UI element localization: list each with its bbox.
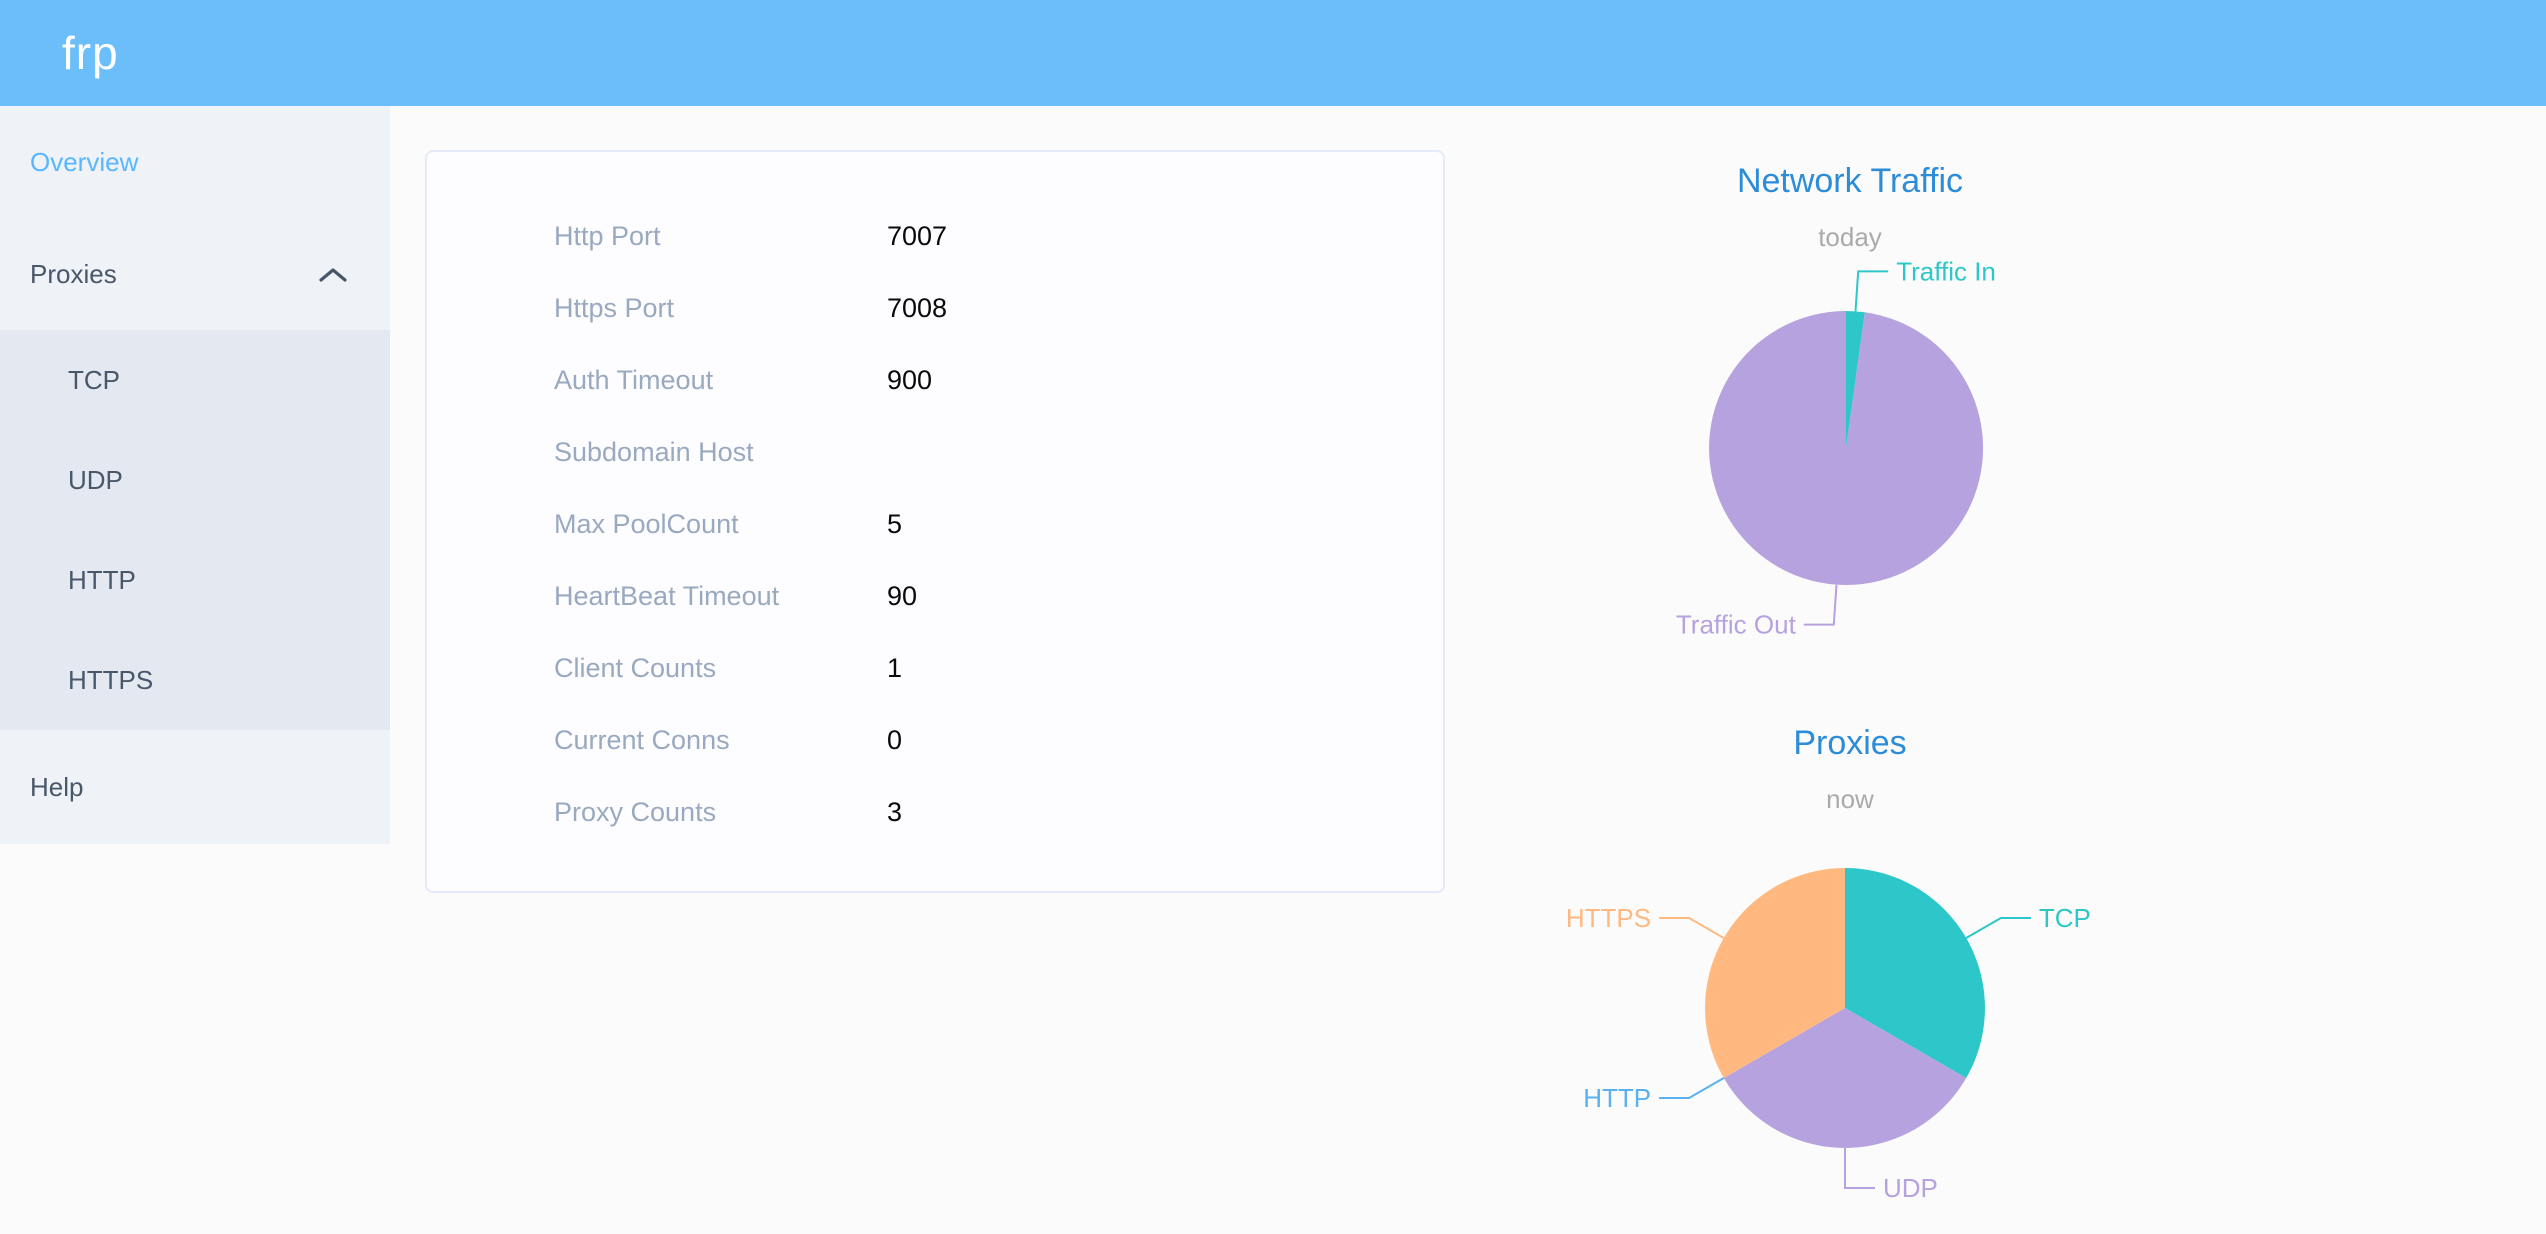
sidebar-item-tcp[interactable]: TCP bbox=[0, 330, 390, 430]
config-value: 3 bbox=[887, 796, 903, 827]
config-value: 5 bbox=[887, 508, 903, 539]
config-row-max-poolcount: Max PoolCount 5 bbox=[554, 488, 1403, 560]
config-label: Client Counts bbox=[554, 652, 717, 683]
config-value: 7007 bbox=[887, 220, 948, 251]
config-row-current-conns: Current Conns 0 bbox=[554, 704, 1403, 776]
proxies-pie-chart: TCP UDP HTTP HTTPS bbox=[1566, 868, 2091, 1203]
sidebar: Overview Proxies TCP UDP HTTP HTTPS Help bbox=[0, 106, 390, 844]
pie-label-udp: UDP bbox=[1883, 1173, 1938, 1203]
config-label: Http Port bbox=[554, 220, 661, 251]
sidebar-item-tcp-label: TCP bbox=[68, 365, 120, 395]
config-label: Current Conns bbox=[554, 724, 730, 755]
sidebar-submenu-proxies: TCP UDP HTTP HTTPS bbox=[0, 330, 390, 730]
network-traffic-pie-chart: Traffic In Traffic Out bbox=[1676, 256, 1996, 640]
pie-slice-traffic-out[interactable] bbox=[1709, 311, 1984, 585]
sidebar-item-https-label: HTTPS bbox=[68, 665, 154, 695]
network-traffic-chart-title: Network Traffic bbox=[1736, 162, 1964, 200]
server-config-card: Http Port 7007 Https Port 7008 Auth Time… bbox=[425, 150, 1445, 893]
pie-label-line-http bbox=[1659, 1077, 1725, 1099]
pie-slice-tcp[interactable] bbox=[1845, 868, 1985, 1078]
config-label: Auth Timeout bbox=[554, 364, 714, 395]
sidebar-item-proxies-label: Proxies bbox=[30, 259, 117, 289]
pie-slice-https[interactable] bbox=[1705, 868, 1845, 1078]
config-label: Proxy Counts bbox=[554, 796, 717, 827]
config-row-auth-timeout: Auth Timeout 900 bbox=[554, 344, 1403, 416]
pie-slice-udp[interactable] bbox=[1723, 1008, 1967, 1148]
pie-label-line-tcp bbox=[1965, 917, 2031, 939]
config-value: 7008 bbox=[887, 292, 948, 323]
pie-label-line-https bbox=[1659, 917, 1725, 939]
config-label: Https Port bbox=[554, 292, 675, 323]
server-config-rows: Http Port 7007 Https Port 7008 Auth Time… bbox=[554, 200, 1403, 848]
pie-label-traffic-out: Traffic Out bbox=[1676, 610, 1797, 640]
pie-label-traffic-in: Traffic In bbox=[1896, 256, 1996, 286]
config-row-proxy-counts: Proxy Counts 3 bbox=[554, 776, 1403, 848]
config-label: Max PoolCount bbox=[554, 508, 739, 539]
sidebar-item-https[interactable]: HTTPS bbox=[0, 630, 390, 730]
proxies-chart-subtitle: now bbox=[1826, 784, 1874, 814]
sidebar-item-help-label: Help bbox=[30, 772, 84, 802]
sidebar-item-udp-label: UDP bbox=[68, 465, 123, 495]
pie-label-https: HTTPS bbox=[1566, 903, 1651, 933]
sidebar-item-proxies[interactable]: Proxies bbox=[0, 218, 390, 330]
config-label: Subdomain Host bbox=[554, 436, 754, 467]
app-header: frp bbox=[0, 0, 2546, 106]
frp-logo: frp bbox=[62, 27, 119, 79]
config-value: 900 bbox=[887, 364, 933, 395]
config-value: 90 bbox=[887, 580, 918, 611]
config-label: HeartBeat Timeout bbox=[554, 580, 780, 611]
pie-label-line-traffic-out bbox=[1803, 584, 1838, 626]
sidebar-item-help[interactable]: Help bbox=[0, 730, 390, 844]
network-traffic-chart-subtitle: today bbox=[1818, 222, 1882, 252]
sidebar-item-http[interactable]: HTTP bbox=[0, 530, 390, 630]
chevron-up-icon[interactable] bbox=[318, 266, 348, 284]
pie-label-http: HTTP bbox=[1583, 1083, 1651, 1113]
proxies-chart-title: Proxies bbox=[1793, 724, 1907, 762]
config-row-http-port: Http Port 7007 bbox=[554, 200, 1403, 272]
config-value: 1 bbox=[887, 652, 903, 683]
sidebar-item-http-label: HTTP bbox=[68, 565, 136, 595]
config-row-client-counts: Client Counts 1 bbox=[554, 632, 1403, 704]
sidebar-item-overview[interactable]: Overview bbox=[0, 106, 390, 218]
sidebar-item-udp[interactable]: UDP bbox=[0, 430, 390, 530]
pie-label-line-udp bbox=[1844, 1148, 1875, 1189]
config-row-heartbeat-timeout: HeartBeat Timeout 90 bbox=[554, 560, 1403, 632]
sidebar-item-overview-label: Overview bbox=[30, 147, 139, 177]
config-row-https-port: Https Port 7008 bbox=[554, 272, 1403, 344]
config-value: 0 bbox=[887, 724, 903, 755]
pie-slice-traffic-in[interactable] bbox=[1846, 311, 1865, 448]
pie-label-tcp: TCP bbox=[2039, 903, 2091, 933]
pie-label-line-traffic-in bbox=[1854, 270, 1889, 312]
config-row-subdomain-host: Subdomain Host bbox=[554, 416, 1403, 488]
